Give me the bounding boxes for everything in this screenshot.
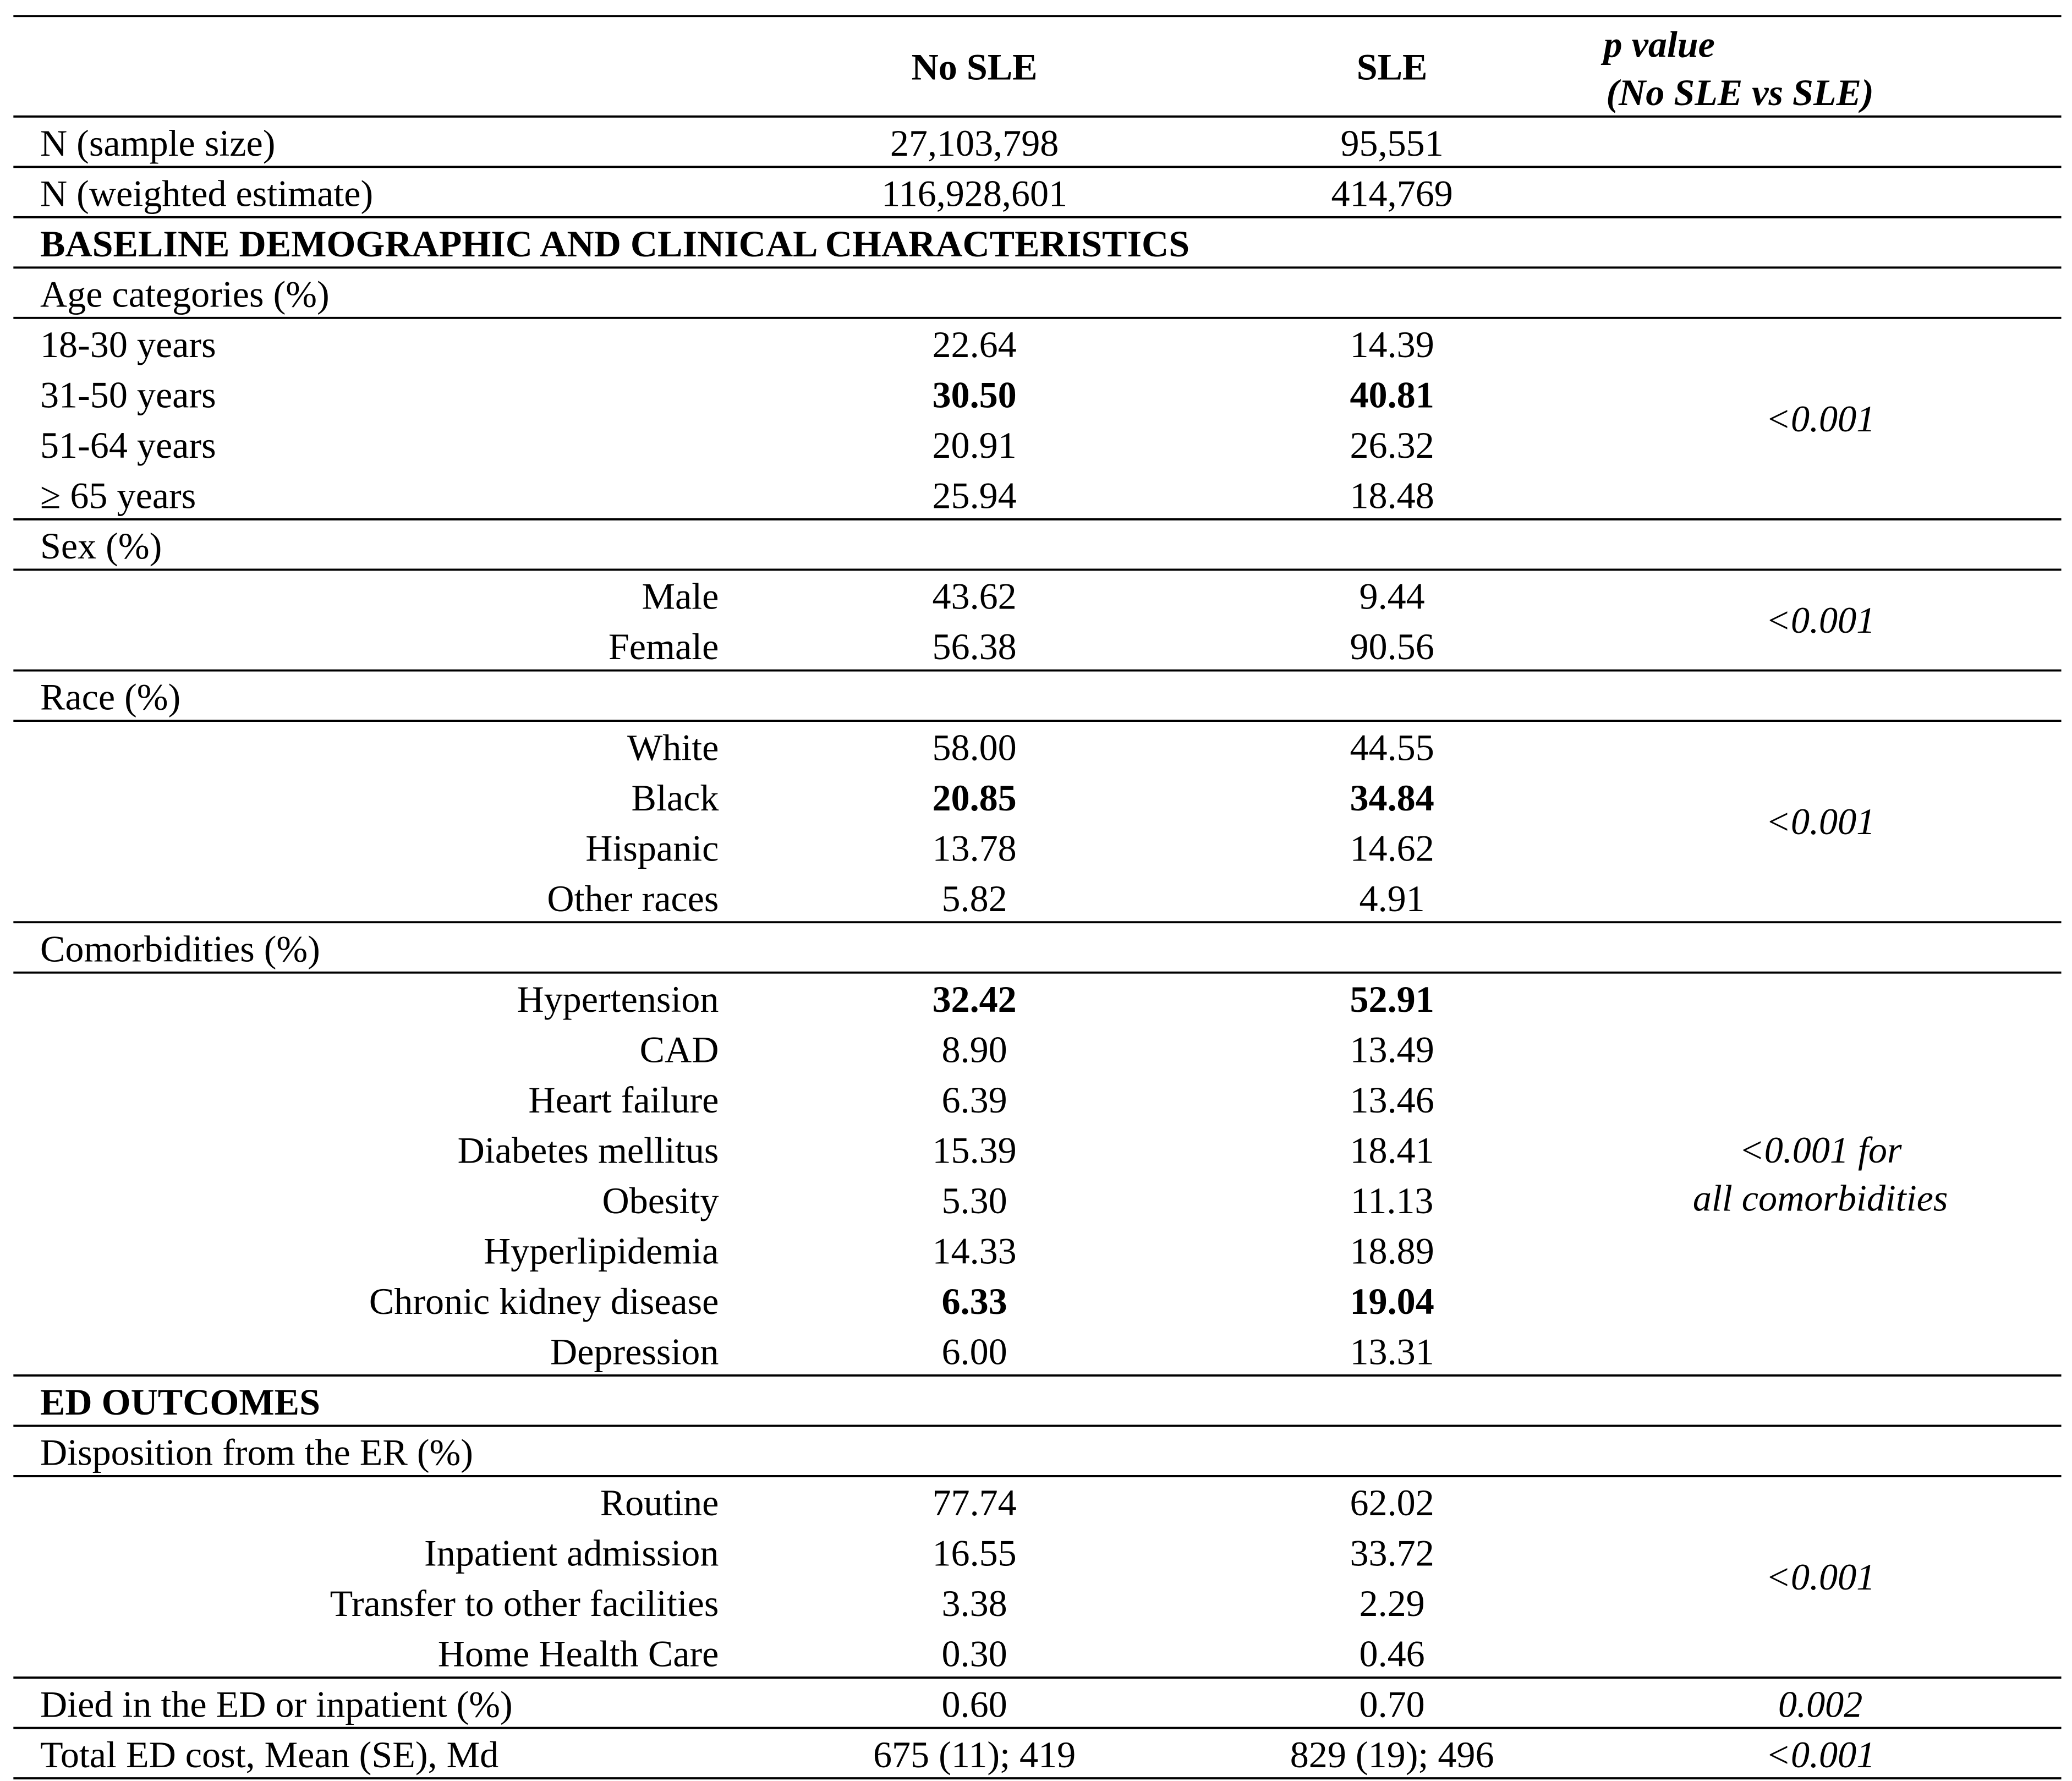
row-label: Hispanic (585, 827, 719, 869)
group-label: Race (%) (40, 676, 180, 718)
cell-value: 15.39 (932, 1129, 1016, 1171)
cell-value: 18.89 (1350, 1230, 1434, 1272)
row-label: 51-64 years (40, 424, 216, 466)
group-label: Sex (%) (40, 525, 162, 567)
cell-value: 16.55 (932, 1532, 1016, 1574)
cell-value: 4.91 (1360, 878, 1425, 919)
row-label: Obesity (602, 1180, 719, 1221)
cell-value: 14.33 (932, 1230, 1016, 1272)
row-label: Hypertension (517, 978, 719, 1020)
group-label: Disposition from the ER (%) (40, 1432, 473, 1473)
cell-value: 20.85 (932, 777, 1016, 819)
cell-value: 13.46 (1350, 1079, 1434, 1121)
cell-value: 26.32 (1350, 424, 1434, 466)
p-value: <0.001 (1766, 398, 1875, 440)
cell-value: 2.29 (1360, 1582, 1425, 1624)
row-label: Female (609, 626, 719, 667)
cell-value: 3.38 (941, 1582, 1007, 1624)
cell-value: 13.78 (932, 827, 1016, 869)
p-value: <0.001 for (1739, 1129, 1902, 1171)
row-label: Died in the ED or inpatient (%) (40, 1683, 513, 1725)
p-value: 0.002 (1778, 1683, 1862, 1725)
cell-value: 22.64 (932, 324, 1016, 365)
row-label: N (weighted estimate) (40, 172, 373, 214)
row-label: Routine (600, 1482, 719, 1524)
group-label: Age categories (%) (40, 273, 330, 315)
cell-value: 6.00 (941, 1331, 1007, 1373)
cell-value: 0.30 (941, 1633, 1007, 1675)
cell-value: 414,769 (1331, 172, 1452, 214)
row-label: Inpatient admission (424, 1532, 719, 1574)
cell-value: 30.50 (932, 374, 1016, 416)
p-value: <0.001 (1766, 801, 1875, 842)
column-header: SLE (1357, 46, 1428, 88)
row-label: Transfer to other facilities (330, 1582, 719, 1624)
cell-value: 56.38 (932, 626, 1016, 667)
column-header: (No SLE vs SLE) (1606, 72, 1873, 113)
cell-value: 5.30 (941, 1180, 1007, 1221)
row-label: Total ED cost, Mean (SE), Md (40, 1734, 498, 1775)
row-label: ≥ 65 years (40, 475, 196, 517)
row-label: Hyperlipidemia (484, 1230, 719, 1272)
cell-value: 0.60 (941, 1683, 1007, 1725)
cell-value: 20.91 (932, 424, 1016, 466)
row-label: Black (632, 777, 720, 819)
cell-value: 6.39 (941, 1079, 1007, 1121)
cell-value: 34.84 (1350, 777, 1434, 819)
p-value: all comorbidities (1693, 1177, 1948, 1219)
row-label: Male (642, 576, 719, 617)
cell-value: 18.41 (1350, 1129, 1434, 1171)
cell-value: 116,928,601 (881, 172, 1067, 214)
cell-value: 33.72 (1350, 1532, 1434, 1574)
section-label: ED OUTCOMES (40, 1381, 320, 1423)
row-label: N (sample size) (40, 122, 275, 164)
cell-value: 19.04 (1350, 1280, 1434, 1322)
row-label: Other races (547, 878, 719, 919)
cell-value: 13.31 (1350, 1331, 1434, 1373)
cell-value: 0.70 (1360, 1683, 1425, 1725)
cell-value: 27,103,798 (890, 122, 1059, 164)
cell-value: 9.44 (1360, 576, 1425, 617)
section-label: BASELINE DEMOGRAPHIC AND CLINICAL CHARAC… (40, 223, 1190, 265)
cell-value: 58.00 (932, 726, 1016, 768)
row-label: Heart failure (528, 1079, 719, 1121)
cell-value: 52.91 (1350, 978, 1434, 1020)
cell-value: 829 (19); 496 (1290, 1734, 1494, 1775)
cell-value: 32.42 (932, 978, 1016, 1020)
group-label: Comorbidities (%) (40, 928, 320, 969)
cell-value: 13.49 (1350, 1028, 1434, 1070)
p-value: <0.001 (1766, 1734, 1875, 1775)
p-value: <0.001 (1766, 599, 1875, 641)
cell-value: 8.90 (941, 1028, 1007, 1070)
row-label: Chronic kidney disease (369, 1280, 719, 1322)
cell-value: 14.39 (1350, 324, 1434, 365)
p-value: <0.001 (1766, 1556, 1875, 1598)
column-header: p value (1601, 23, 1715, 65)
row-label: White (627, 726, 719, 768)
cell-value: 90.56 (1350, 626, 1434, 667)
cell-value: 11.13 (1351, 1180, 1434, 1221)
cell-value: 44.55 (1350, 726, 1434, 768)
cell-value: 6.33 (941, 1280, 1007, 1322)
row-label: Depression (550, 1331, 719, 1373)
cell-value: 43.62 (932, 576, 1016, 617)
column-header: No SLE (912, 46, 1038, 88)
row-label: CAD (640, 1028, 719, 1070)
cell-value: 62.02 (1350, 1482, 1434, 1524)
cell-value: 18.48 (1350, 475, 1434, 517)
cell-value: 675 (11); 419 (873, 1734, 1076, 1775)
cell-value: 5.82 (941, 878, 1007, 919)
cell-value: 40.81 (1350, 374, 1434, 416)
row-label: 31-50 years (40, 374, 216, 416)
cell-value: 77.74 (932, 1482, 1016, 1524)
cell-value: 95,551 (1340, 122, 1443, 164)
cell-value: 25.94 (932, 475, 1016, 517)
row-label: Diabetes mellitus (458, 1129, 719, 1171)
cell-value: 0.46 (1360, 1633, 1425, 1675)
row-label: 18-30 years (40, 324, 216, 365)
cell-value: 14.62 (1350, 827, 1434, 869)
row-label: Home Health Care (438, 1633, 719, 1675)
